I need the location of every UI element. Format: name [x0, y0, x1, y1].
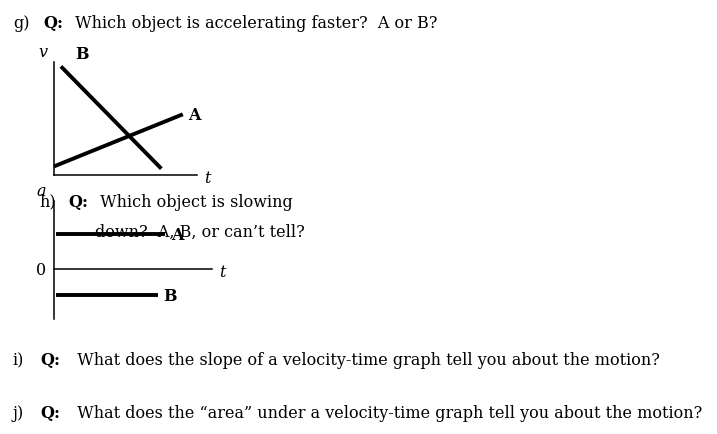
Text: g): g): [13, 15, 29, 32]
Text: v: v: [39, 44, 47, 61]
Text: Which object is slowing: Which object is slowing: [95, 193, 293, 210]
Text: What does the “area” under a velocity-time graph tell you about the motion?: What does the “area” under a velocity-ti…: [67, 404, 702, 421]
Text: t: t: [219, 263, 225, 280]
Text: Which object is accelerating faster?  A or B?: Which object is accelerating faster? A o…: [70, 15, 437, 32]
Text: Q:: Q:: [41, 404, 61, 421]
Text: h): h): [39, 193, 56, 210]
Text: t: t: [204, 169, 211, 187]
Text: A: A: [189, 106, 201, 124]
Text: down?  A, B, or can’t tell?: down? A, B, or can’t tell?: [95, 224, 305, 240]
Text: A: A: [171, 226, 183, 243]
Text: B: B: [163, 287, 177, 304]
Text: What does the slope of a velocity-time graph tell you about the motion?: What does the slope of a velocity-time g…: [67, 352, 660, 368]
Text: B: B: [75, 46, 89, 63]
Text: j): j): [13, 404, 24, 421]
Text: a: a: [36, 183, 46, 200]
Text: i): i): [13, 352, 24, 368]
Text: Q:: Q:: [41, 352, 61, 368]
Text: 0: 0: [36, 261, 46, 278]
Text: Q:: Q:: [43, 15, 63, 32]
Text: Q:: Q:: [68, 193, 88, 210]
